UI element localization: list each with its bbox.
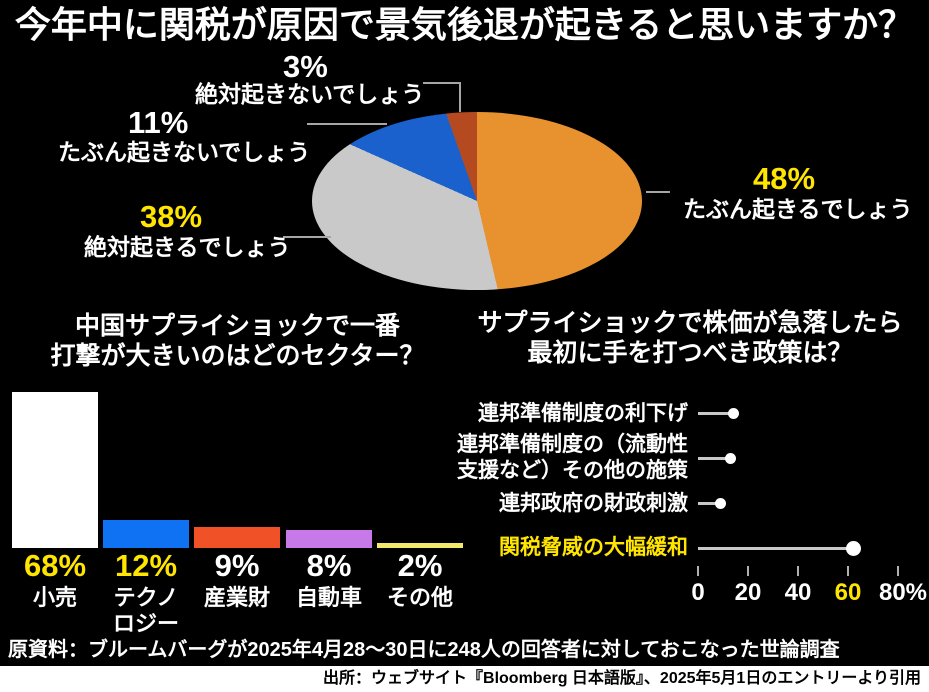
pie-label-definitely: 絶対起きるでしょう <box>84 234 291 260</box>
bar-retail <box>12 392 98 548</box>
bar-pct-industrials: 9% <box>214 548 260 583</box>
sector-chart-title-line1: 中国サプライショックで一番 <box>74 312 400 340</box>
callout-line-never-v <box>459 82 461 112</box>
axis-tick-60 <box>847 566 849 576</box>
policy-label-fiscal-stimulus-line1: 連邦政府の財政刺激 <box>499 492 688 515</box>
policy-label-tariff-easing: 関税脅威の大幅緩和 <box>330 535 688 561</box>
policy-label-fed-rate-cut-line1: 連邦準備制度の利下げ <box>478 402 688 425</box>
axis-tick-80 <box>897 566 899 576</box>
lollipop-stem <box>698 547 853 550</box>
sector-chart-title-line2: 打撃が大きいのはどのセクター？ <box>50 342 425 370</box>
bar-name-autos-line1: 自動車 <box>295 585 362 610</box>
sector-chart-title: 中国サプライショックで一番 打撃が大きいのはどのセクター？ <box>0 311 475 371</box>
policy-chart-title-line2: 最初に手を打つべき政策は？ <box>527 339 853 367</box>
pie-label-probably: たぶん起きるでしょう <box>683 196 913 222</box>
axis-label-60: 60 <box>834 579 862 606</box>
policy-label-fed-other: 連邦準備制度の（流動性 支援など）その他の施策 <box>330 432 688 484</box>
policy-chart-title-line1: サプライショックで株価が急落したら <box>477 309 903 337</box>
bar-other <box>377 543 463 548</box>
policy-label-tariff-easing-line1: 関税脅威の大幅緩和 <box>499 536 688 559</box>
bar-name-other: その他 <box>372 585 468 611</box>
lollipop-stem <box>698 412 733 415</box>
lollipop-dot-icon <box>845 541 861 556</box>
source-note: 原資料：ブルームバーグが2025年4月28～30日に248人の回答者に対しておこ… <box>8 639 840 661</box>
bar-pct-retail: 68% <box>23 548 87 583</box>
bar-name-industrials: 産業財 <box>189 585 285 611</box>
bar-name-technology-line1: テクノ <box>113 585 179 610</box>
axis-label-20: 20 <box>734 579 762 606</box>
bar-name-other-line1: その他 <box>386 585 453 610</box>
bar-pct-autos: 8% <box>306 548 352 583</box>
bar-name-autos: 自動車 <box>281 585 377 611</box>
axis-label-80: 80% <box>878 579 928 606</box>
lollipop-dot-icon <box>727 408 739 419</box>
axis-tick-40 <box>797 566 799 576</box>
bar-name-industrials-line1: 産業財 <box>203 585 270 610</box>
policy-label-fed-other-line2: 支援など）その他の施策 <box>457 459 688 482</box>
callout-line-never-h <box>423 82 461 84</box>
policy-label-fed-other-line1: 連邦準備制度の（流動性 <box>457 433 688 456</box>
lollipop-dot-icon <box>725 453 736 464</box>
pie-pct-definitely: 38% <box>140 199 203 234</box>
bar-technology <box>103 520 189 548</box>
axis-label-0: 0 <box>691 579 705 606</box>
callout-line-definitely <box>283 236 331 238</box>
axis-tick-0 <box>697 566 699 576</box>
callout-line-probably-not <box>307 123 387 125</box>
callout-line-probably <box>646 191 670 193</box>
bar-pct-technology: 12% <box>114 548 178 583</box>
citation-text: 出所：ウェブサイト『Bloomberg 日本語版』、2025年5月1日のエントリ… <box>323 670 921 687</box>
lollipop-stem <box>698 502 721 505</box>
pie-graphic <box>312 112 642 290</box>
bar-name-retail-line1: 小売 <box>32 585 77 610</box>
recession-pie-chart <box>312 112 642 290</box>
pie-label-never: 絶対起きないでしょう <box>195 81 425 107</box>
bar-pct-other: 2% <box>397 548 443 583</box>
bar-name-technology: テクノ ロジー <box>98 585 194 637</box>
policy-chart-title: サプライショックで株価が急落したら 最初に手を打つべき政策は？ <box>455 308 925 368</box>
pie-label-probably-not: たぶん起きないでしょう <box>58 139 311 165</box>
policy-label-fed-rate-cut: 連邦準備制度の利下げ <box>330 401 688 427</box>
bar-autos <box>286 530 372 548</box>
bar-name-technology-line2: ロジー <box>112 611 179 636</box>
page-title: 今年中に関税が原因で景気後退が起きると思いますか？ <box>14 4 915 45</box>
axis-label-40: 40 <box>784 579 812 606</box>
pie-pct-probably-not: 11% <box>128 105 189 140</box>
policy-label-fiscal-stimulus: 連邦政府の財政刺激 <box>330 491 688 517</box>
pie-pct-probably: 48% <box>753 161 816 196</box>
lollipop-dot-icon <box>715 498 726 509</box>
bar-industrials <box>194 527 280 548</box>
lollipop-stem <box>698 457 731 460</box>
citation-strip: 出所：ウェブサイト『Bloomberg 日本語版』、2025年5月1日のエントリ… <box>0 666 929 692</box>
sector-bar-area <box>0 392 470 548</box>
axis-tick-20 <box>747 566 749 576</box>
bar-name-retail: 小売 <box>7 585 103 611</box>
pie-pct-never: 3% <box>283 49 328 84</box>
